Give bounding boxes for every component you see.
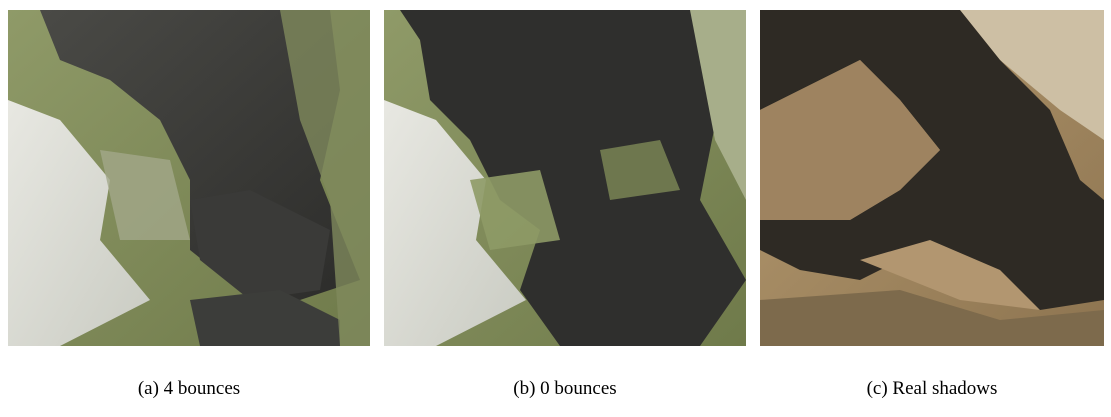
caption: (b) 0 bounces: [513, 378, 616, 399]
figure: (a) 4 bounces (b) 0 bounces (c) Real sha…: [0, 0, 1111, 417]
image-4-bounces: [8, 10, 370, 346]
caption: (a) 4 bounces: [138, 378, 240, 399]
image-real-shadows: [760, 10, 1104, 346]
image-0-bounces: [384, 10, 746, 346]
caption: (c) Real shadows: [867, 378, 998, 399]
